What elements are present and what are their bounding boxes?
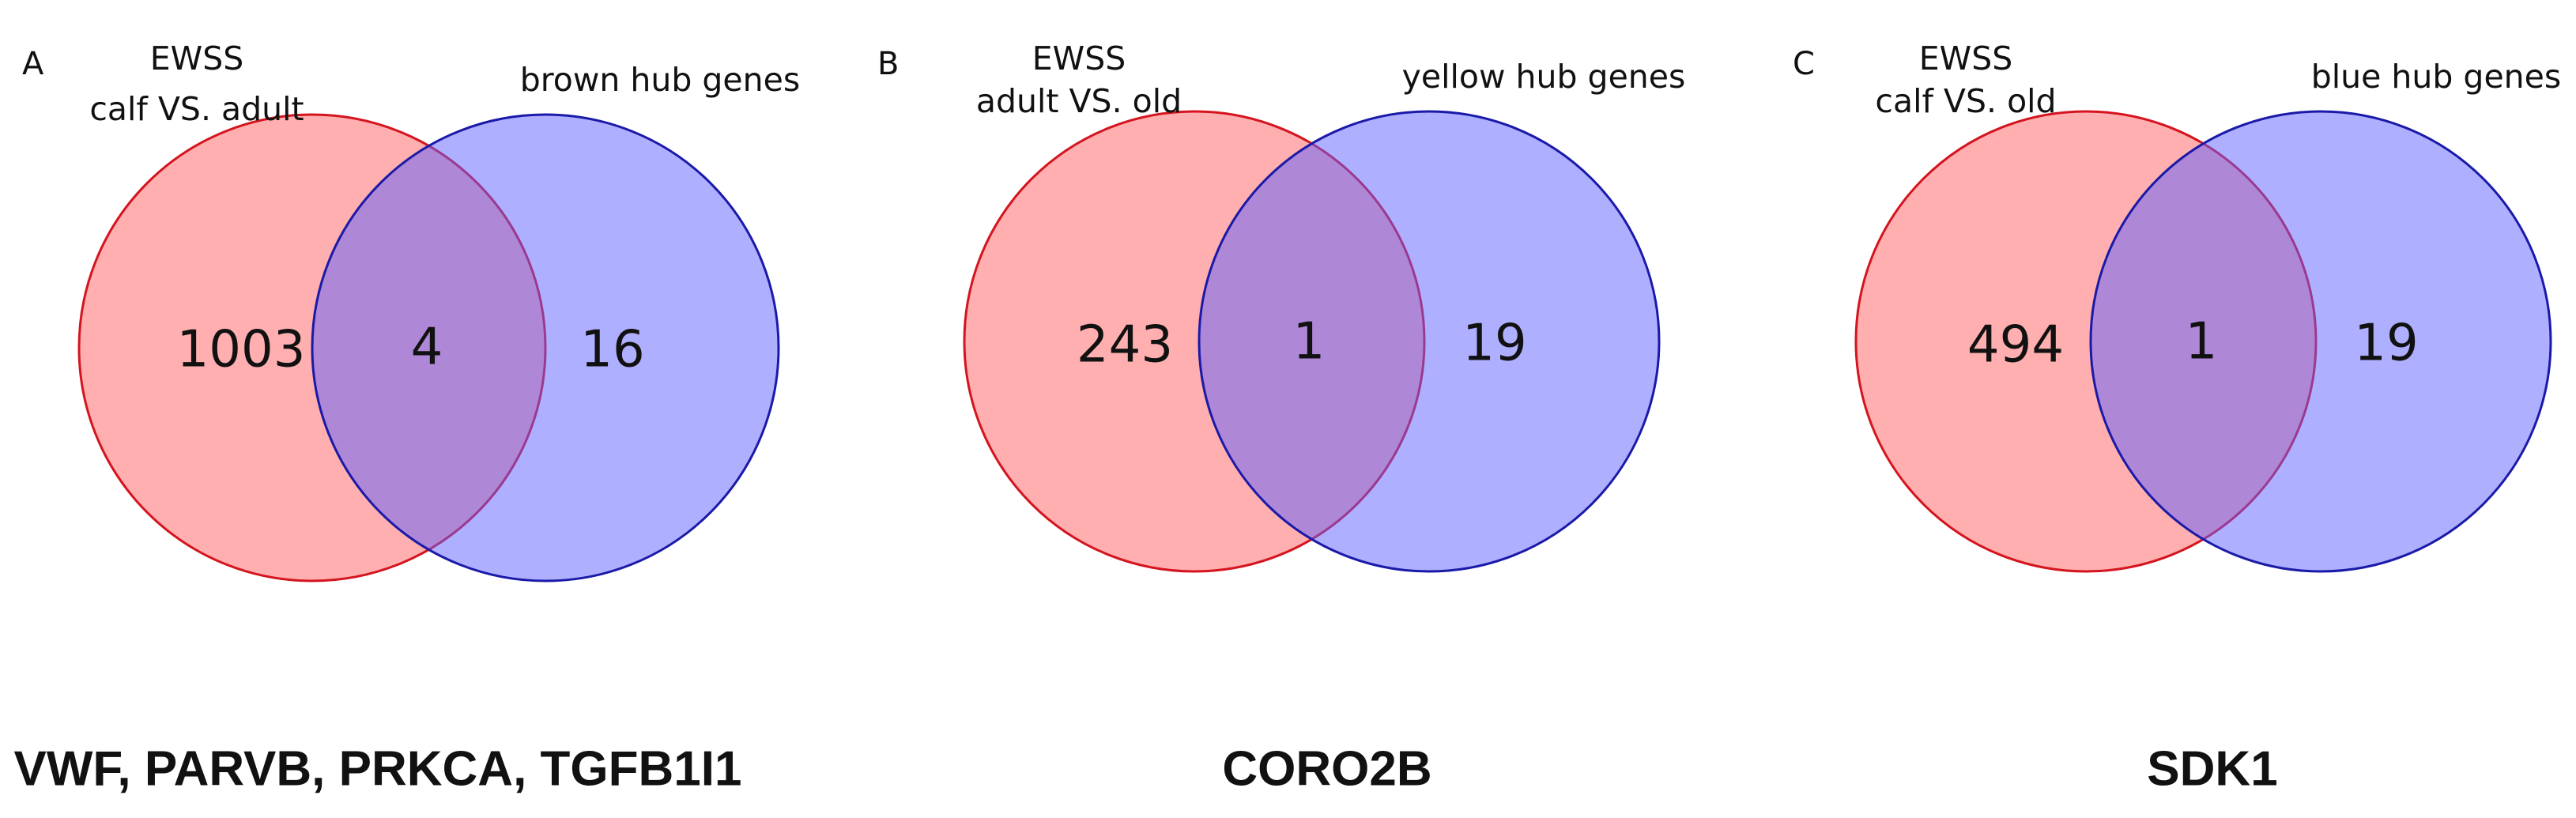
- panel: A EWSS calf VS. adult brown hub genes 10…: [14, 40, 801, 796]
- set-name: EWSS: [1032, 40, 1126, 77]
- set-name: EWSS: [1919, 40, 2013, 77]
- panel: C EWSS calf VS. old blue hub genes 494 1…: [1793, 40, 2561, 796]
- set-name: calf VS. old: [1875, 82, 2056, 120]
- set-name: yellow hub genes: [1402, 58, 1686, 96]
- overlap-genes: CORO2B: [1222, 741, 1431, 796]
- right-count: 19: [2354, 315, 2418, 373]
- panel-letter: A: [22, 46, 44, 82]
- left-count: 243: [1077, 316, 1173, 375]
- set-name: EWSS: [150, 40, 244, 77]
- right-circle: [2089, 110, 2552, 573]
- overlap-count: 1: [2186, 313, 2218, 371]
- overlap-genes: SDK1: [2147, 741, 2277, 796]
- overlap-count: 1: [1293, 313, 1326, 371]
- panel: B EWSS adult VS. old yellow hub genes 24…: [877, 40, 1685, 796]
- overlap-count: 4: [411, 319, 443, 377]
- panel-letter: B: [877, 46, 899, 82]
- left-count: 494: [1967, 316, 2064, 375]
- right-circle: [1197, 110, 1661, 573]
- right-circle: [311, 113, 780, 582]
- set-name: calf VS. adult: [89, 90, 304, 128]
- panel-letter: C: [1793, 46, 1815, 82]
- right-count: 19: [1462, 315, 1526, 373]
- set-name: blue hub genes: [2311, 58, 2562, 96]
- set-name: brown hub genes: [520, 61, 800, 99]
- right-count: 16: [580, 321, 644, 379]
- left-count: 1003: [177, 321, 306, 379]
- set-name: adult VS. old: [976, 82, 1182, 120]
- overlap-genes: VWF, PARVB, PRKCA, TGFB1I1: [14, 741, 742, 796]
